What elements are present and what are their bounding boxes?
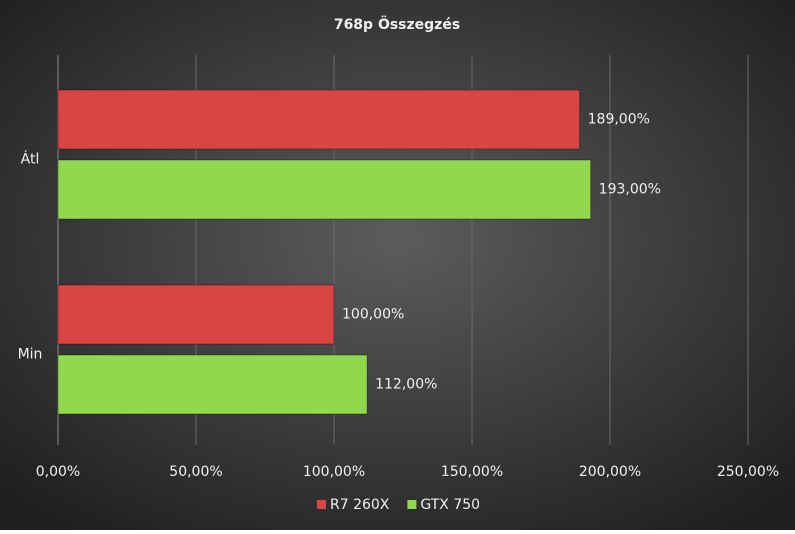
- legend-label: GTX 750: [420, 497, 480, 513]
- x-tick-label: 150,00%: [441, 464, 503, 480]
- y-tick-label: Min: [18, 347, 43, 363]
- bar: [57, 89, 581, 150]
- x-tick-label: 100,00%: [303, 464, 365, 480]
- data-label: 189,00%: [588, 112, 650, 128]
- x-tick-label: 50,00%: [169, 464, 222, 480]
- data-label: 100,00%: [342, 307, 404, 323]
- bar: [57, 159, 592, 220]
- x-tick-label: 250,00%: [717, 464, 779, 480]
- chart-title: 768p Összegzés: [334, 15, 460, 33]
- legend-label: R7 260X: [330, 497, 390, 513]
- x-tick-label: 0,00%: [36, 464, 80, 480]
- legend-swatch: [317, 500, 326, 509]
- data-label: 193,00%: [599, 182, 661, 198]
- bar: [57, 354, 368, 415]
- x-tick-label: 200,00%: [579, 464, 641, 480]
- data-label: 112,00%: [375, 377, 437, 393]
- bar: [57, 284, 335, 345]
- legend-swatch: [407, 500, 417, 509]
- y-tick-label: Átl: [21, 151, 40, 168]
